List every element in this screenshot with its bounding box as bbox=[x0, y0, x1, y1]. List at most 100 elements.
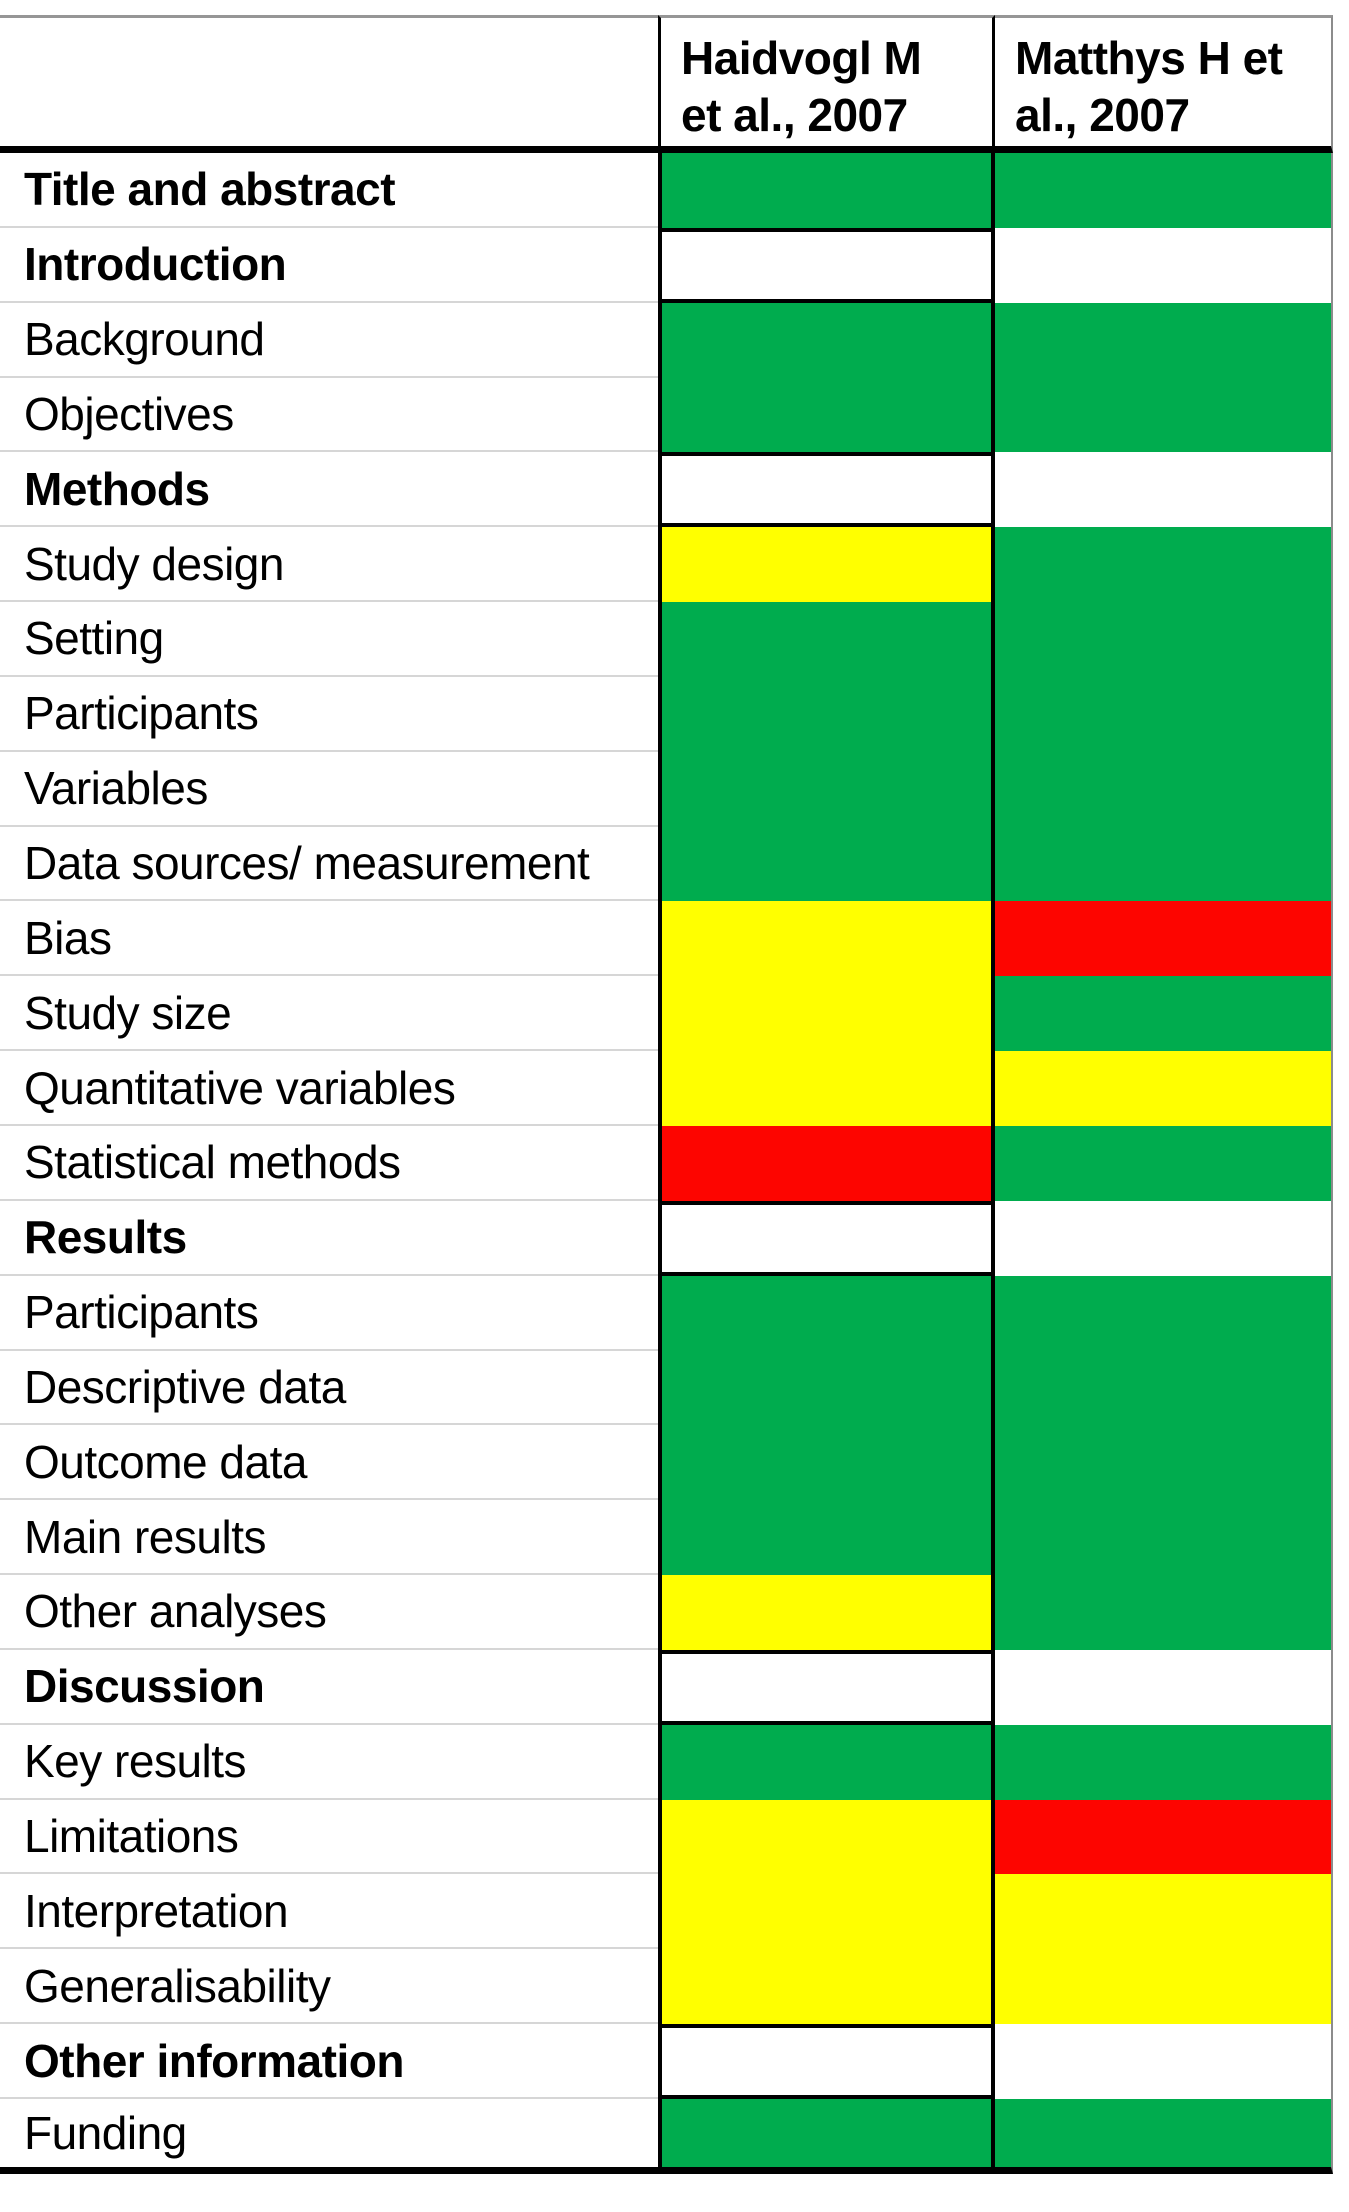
row-label-text: Main results bbox=[24, 1510, 266, 1563]
status-cell-study2 bbox=[995, 1350, 1333, 1426]
status-cell-study1 bbox=[658, 1200, 995, 1276]
table-row: Variables bbox=[0, 751, 1333, 827]
row-label-text: Descriptive data bbox=[24, 1360, 346, 1413]
status-cell-study2 bbox=[995, 2098, 1333, 2174]
status-cell-study2 bbox=[995, 826, 1333, 902]
row-label: Study size bbox=[0, 976, 658, 1052]
row-label: Participants bbox=[0, 676, 658, 752]
row-label-text: Bias bbox=[24, 911, 112, 964]
status-cell-study2 bbox=[995, 1125, 1333, 1201]
row-label-text: Background bbox=[24, 313, 265, 366]
status-cell-study1 bbox=[658, 751, 995, 827]
status-cell-study1 bbox=[658, 2098, 995, 2174]
table-row: Results bbox=[0, 1200, 1333, 1276]
row-label: Main results bbox=[0, 1500, 658, 1576]
table-row: Introduction bbox=[0, 227, 1333, 303]
row-label: Study design bbox=[0, 527, 658, 603]
header-study2: Matthys H et al., 2007 bbox=[995, 15, 1333, 153]
status-cell-study1 bbox=[658, 676, 995, 752]
status-cell-study1 bbox=[658, 1874, 995, 1950]
table-row: Limitations bbox=[0, 1799, 1333, 1875]
row-label-text: Limitations bbox=[24, 1809, 239, 1862]
row-label: Funding bbox=[0, 2098, 658, 2174]
row-label-text: Outcome data bbox=[24, 1435, 307, 1488]
status-cell-study2 bbox=[995, 1051, 1333, 1126]
row-label-text: Methods bbox=[24, 462, 210, 515]
row-label: Introduction bbox=[0, 227, 658, 303]
table-row: Setting bbox=[0, 602, 1333, 677]
header-study1-line1: Haidvogl M bbox=[681, 32, 922, 84]
header-study1-line2: et al., 2007 bbox=[681, 89, 908, 141]
row-label: Objectives bbox=[0, 377, 658, 453]
status-cell-study1 bbox=[658, 302, 995, 378]
status-cell-study1 bbox=[658, 227, 995, 303]
status-cell-study1 bbox=[658, 901, 995, 977]
row-label: Data sources/ measurement bbox=[0, 826, 658, 902]
table-row: Key results bbox=[0, 1724, 1333, 1800]
row-label: Variables bbox=[0, 751, 658, 827]
row-label-text: Data sources/ measurement bbox=[24, 837, 590, 890]
row-label: Generalisability bbox=[0, 1949, 658, 2025]
row-label-text: Participants bbox=[24, 1286, 259, 1339]
row-label: Participants bbox=[0, 1275, 658, 1351]
row-label-text: Participants bbox=[24, 687, 259, 740]
status-cell-study2 bbox=[995, 153, 1333, 228]
table-row: Study design bbox=[0, 527, 1333, 603]
table-row: Main results bbox=[0, 1500, 1333, 1576]
row-label: Background bbox=[0, 302, 658, 378]
row-label: Results bbox=[0, 1200, 658, 1276]
status-cell-study1 bbox=[658, 602, 995, 677]
status-cell-study2 bbox=[995, 227, 1333, 303]
row-label: Outcome data bbox=[0, 1425, 658, 1501]
status-cell-study1 bbox=[658, 1500, 995, 1576]
status-cell-study1 bbox=[658, 1275, 995, 1351]
header-study2-line2: al., 2007 bbox=[1015, 89, 1190, 141]
table-row: Participants bbox=[0, 1275, 1333, 1351]
status-cell-study2 bbox=[995, 1874, 1333, 1950]
status-cell-study2 bbox=[995, 976, 1333, 1052]
status-cell-study2 bbox=[995, 1799, 1333, 1875]
row-label-text: Discussion bbox=[24, 1660, 265, 1713]
table-row: Bias bbox=[0, 901, 1333, 977]
row-label-text: Funding bbox=[24, 2106, 187, 2159]
status-cell-study1 bbox=[658, 1724, 995, 1800]
row-label-text: Statistical methods bbox=[24, 1136, 401, 1189]
status-cell-study2 bbox=[995, 1200, 1333, 1276]
row-label-text: Other information bbox=[24, 2034, 404, 2087]
row-label-text: Title and abstract bbox=[24, 163, 396, 216]
status-cell-study2 bbox=[995, 1649, 1333, 1725]
row-label: Limitations bbox=[0, 1799, 658, 1875]
table-row: Other information bbox=[0, 2024, 1333, 2099]
table-row: Background bbox=[0, 302, 1333, 378]
table-row: Data sources/ measurement bbox=[0, 826, 1333, 902]
row-label: Statistical methods bbox=[0, 1125, 658, 1201]
strobe-heatmap-table: Haidvogl M et al., 2007 Matthys H et al.… bbox=[0, 15, 1333, 2174]
status-cell-study1 bbox=[658, 527, 995, 603]
status-cell-study2 bbox=[995, 377, 1333, 453]
status-cell-study2 bbox=[995, 901, 1333, 977]
status-cell-study1 bbox=[658, 1125, 995, 1201]
table-row: Generalisability bbox=[0, 1949, 1333, 2025]
row-label: Interpretation bbox=[0, 1874, 658, 1950]
status-cell-study2 bbox=[995, 1425, 1333, 1501]
row-label: Setting bbox=[0, 602, 658, 677]
status-cell-study1 bbox=[658, 452, 995, 528]
status-cell-study2 bbox=[995, 527, 1333, 603]
table-row: Interpretation bbox=[0, 1874, 1333, 1950]
row-label-text: Key results bbox=[24, 1735, 247, 1788]
row-label: Title and abstract bbox=[0, 153, 658, 228]
status-cell-study2 bbox=[995, 302, 1333, 378]
status-cell-study1 bbox=[658, 1350, 995, 1426]
status-cell-study1 bbox=[658, 377, 995, 453]
row-label: Quantitative variables bbox=[0, 1051, 658, 1126]
row-label: Bias bbox=[0, 901, 658, 977]
status-cell-study1 bbox=[658, 976, 995, 1052]
header-row: Haidvogl M et al., 2007 Matthys H et al.… bbox=[0, 15, 1333, 153]
header-corner-cell bbox=[0, 15, 658, 153]
status-cell-study1 bbox=[658, 1575, 995, 1650]
status-cell-study1 bbox=[658, 1425, 995, 1501]
table-row: Title and abstract bbox=[0, 153, 1333, 228]
row-label-text: Generalisability bbox=[24, 1959, 331, 2012]
row-label-text: Variables bbox=[24, 762, 208, 815]
row-label: Other analyses bbox=[0, 1575, 658, 1650]
